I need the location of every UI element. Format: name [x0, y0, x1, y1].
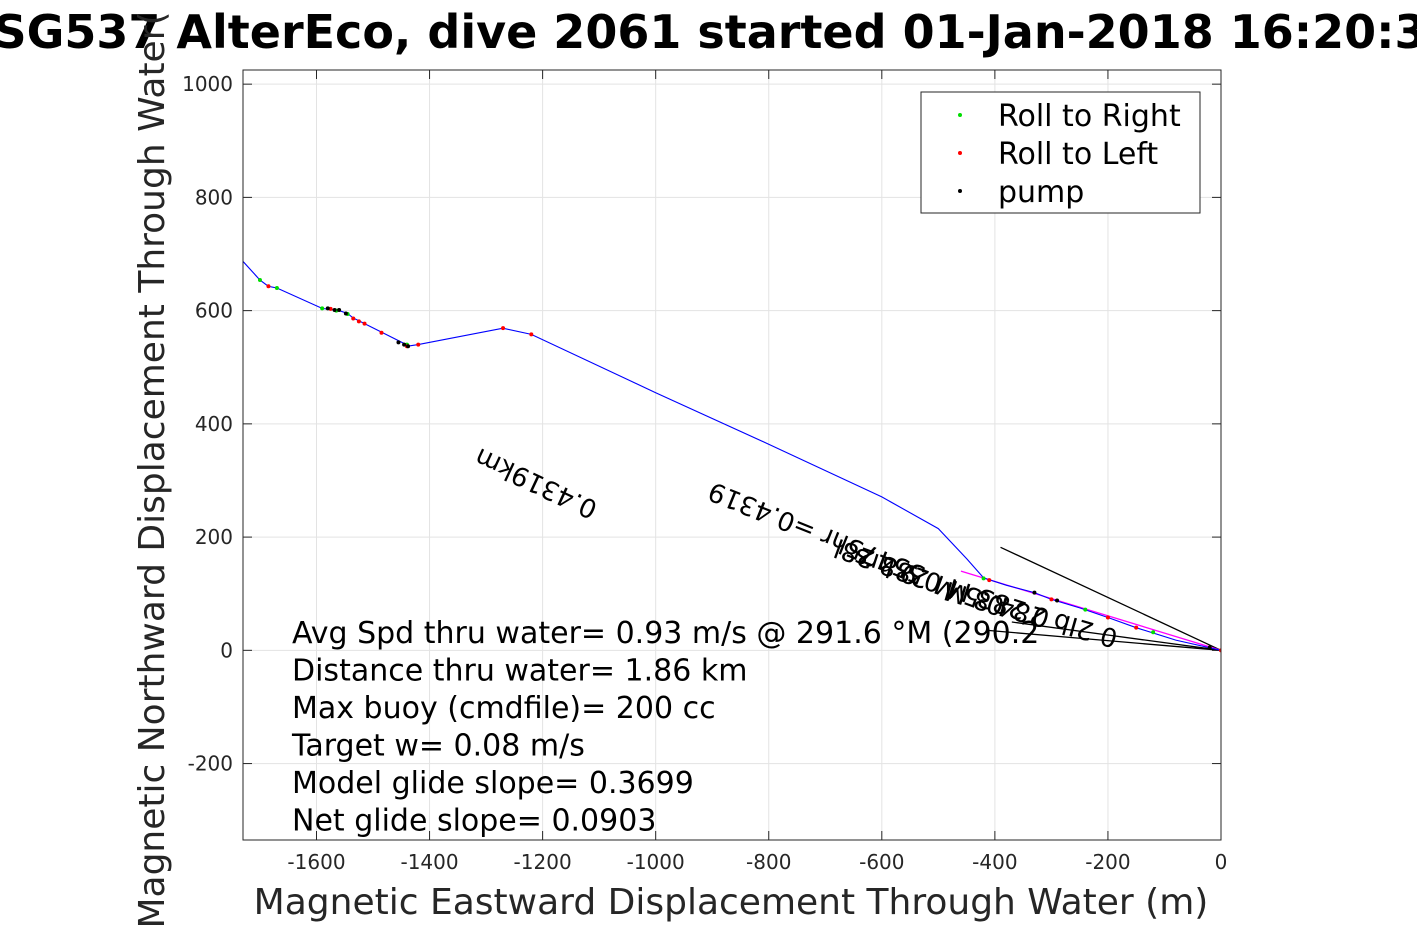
x-tick-label: -800: [746, 850, 791, 874]
legend-label: Roll to Right: [998, 99, 1181, 134]
y-tick-label: 200: [195, 525, 233, 549]
data-point: [396, 340, 401, 345]
data-point: [1207, 645, 1212, 650]
annotation-line: Max buoy (cmdfile)= 200 cc: [292, 691, 716, 726]
data-point: [325, 306, 330, 311]
data-point: [529, 332, 534, 337]
data-point: [1134, 625, 1139, 630]
data-point: [362, 321, 367, 326]
legend-label: pump: [998, 175, 1084, 210]
x-tick-label: -1600: [287, 850, 345, 874]
x-tick-label: -1000: [627, 850, 685, 874]
data-point: [266, 284, 271, 289]
y-axis-label: Magnetic Northward Displacement Through …: [132, 11, 173, 928]
legend-label: Roll to Left: [998, 137, 1158, 172]
y-tick-label: 0: [220, 638, 233, 662]
annotation-line: Distance thru water= 1.86 km: [292, 654, 747, 689]
x-tick-label: -200: [1085, 850, 1130, 874]
heading-line: [1000, 546, 1221, 651]
ticks: -1600 -1400 -1200 -1000 -800 -600 -400 -200 0 -20…: [182, 70, 1227, 874]
annotation-block: Avg Spd thru water= 0.93 m/s @ 291.6 °M …: [291, 616, 1039, 839]
annotation-line: Model glide slope= 0.3699: [292, 766, 694, 801]
data-point: [257, 278, 262, 283]
data-point: [332, 308, 337, 313]
axes-box: [242, 69, 1222, 841]
heading-line: [989, 629, 1221, 651]
data-point: [356, 319, 361, 324]
annotation-line: Avg Spd thru water= 0.93 m/s @ 291.6 °M …: [292, 616, 1039, 651]
heading-line: [1011, 621, 1221, 651]
y-tick-label: -200: [188, 752, 233, 776]
x-tick-label: -1400: [400, 850, 458, 874]
x-axis-label: Magnetic Eastward Displacement Through W…: [254, 882, 1209, 923]
x-tick-label: -1200: [514, 850, 572, 874]
data-point: [987, 578, 992, 583]
annotation-line: Target w= 0.08 m/s: [291, 729, 585, 764]
data-point: [274, 285, 279, 290]
data-point: [1049, 597, 1054, 602]
x-tick-label: -400: [972, 850, 1017, 874]
legend-marker: [958, 151, 962, 155]
data-point: [1032, 590, 1037, 595]
data-point: [1083, 607, 1088, 612]
data-point: [1105, 615, 1110, 620]
data-point: [402, 342, 407, 347]
data-point: [501, 326, 506, 331]
legend-marker: [958, 189, 962, 193]
data-point: [351, 316, 356, 321]
y-tick-label: 1000: [182, 72, 233, 96]
data-point: [406, 344, 411, 349]
data-point: [1055, 598, 1060, 603]
x-tick-label: -600: [859, 850, 904, 874]
data-point: [343, 311, 348, 316]
data-point: [416, 342, 421, 347]
series-pump: [325, 306, 1212, 650]
legend-marker: [958, 113, 962, 117]
y-tick-label: 800: [195, 185, 233, 209]
data-point: [981, 576, 986, 581]
y-tick-label: 400: [195, 412, 233, 436]
data-point: [1151, 630, 1156, 635]
annotation-line: Net glide slope= 0.0903: [292, 804, 656, 839]
data-point: [379, 330, 384, 335]
y-tick-label: 600: [195, 299, 233, 323]
legend-box: [920, 91, 1201, 214]
data-point: [320, 306, 325, 311]
x-tick-label: 0: [1215, 850, 1228, 874]
data-point: [337, 308, 342, 313]
chart-title: SG537 AlterEco, dive 2061 started 01-Jan…: [0, 5, 1417, 59]
